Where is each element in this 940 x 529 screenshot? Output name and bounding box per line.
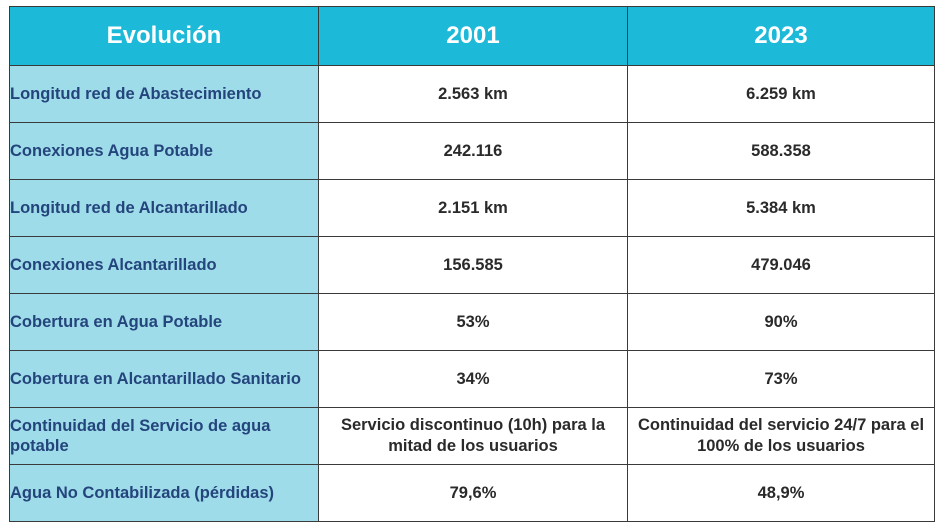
value-2001: 53% bbox=[318, 293, 628, 351]
value-2023: Continuidad del servicio 24/7 para el 10… bbox=[627, 407, 935, 465]
header-2023: 2023 bbox=[627, 6, 935, 66]
row-label: Conexiones Agua Potable bbox=[9, 122, 319, 180]
table-row: Conexiones Agua Potable 242.116 588.358 bbox=[9, 122, 935, 180]
table-row: Longitud red de Alcantarillado 2.151 km … bbox=[9, 179, 935, 237]
value-2023: 73% bbox=[627, 350, 935, 408]
value-2001: 2.151 km bbox=[318, 179, 628, 237]
evolution-table: Evolución 2001 2023 Longitud red de Abas… bbox=[9, 6, 935, 522]
row-label: Agua No Contabilizada (pérdidas) bbox=[9, 464, 319, 522]
row-label: Continuidad del Servicio de agua potable bbox=[9, 407, 319, 465]
table-row: Continuidad del Servicio de agua potable… bbox=[9, 407, 935, 465]
table-row: Conexiones Alcantarillado 156.585 479.04… bbox=[9, 236, 935, 294]
row-label: Conexiones Alcantarillado bbox=[9, 236, 319, 294]
value-2001: 242.116 bbox=[318, 122, 628, 180]
value-2001: 156.585 bbox=[318, 236, 628, 294]
value-2023: 588.358 bbox=[627, 122, 935, 180]
row-label: Cobertura en Agua Potable bbox=[9, 293, 319, 351]
header-2001: 2001 bbox=[318, 6, 628, 66]
header-row: Evolución 2001 2023 bbox=[9, 6, 935, 66]
value-2023: 90% bbox=[627, 293, 935, 351]
table-row: Cobertura en Alcantarillado Sanitario 34… bbox=[9, 350, 935, 408]
value-2023: 48,9% bbox=[627, 464, 935, 522]
table-row: Cobertura en Agua Potable 53% 90% bbox=[9, 293, 935, 351]
value-2023: 479.046 bbox=[627, 236, 935, 294]
header-evolucion: Evolución bbox=[9, 6, 319, 66]
table-row: Agua No Contabilizada (pérdidas) 79,6% 4… bbox=[9, 464, 935, 522]
value-2001: 2.563 km bbox=[318, 65, 628, 123]
row-label: Longitud red de Alcantarillado bbox=[9, 179, 319, 237]
value-2023: 6.259 km bbox=[627, 65, 935, 123]
row-label: Longitud red de Abastecimiento bbox=[9, 65, 319, 123]
row-label: Cobertura en Alcantarillado Sanitario bbox=[9, 350, 319, 408]
value-2001: Servicio discontinuo (10h) para la mitad… bbox=[318, 407, 628, 465]
value-2001: 34% bbox=[318, 350, 628, 408]
value-2023: 5.384 km bbox=[627, 179, 935, 237]
table-row: Longitud red de Abastecimiento 2.563 km … bbox=[9, 65, 935, 123]
value-2001: 79,6% bbox=[318, 464, 628, 522]
